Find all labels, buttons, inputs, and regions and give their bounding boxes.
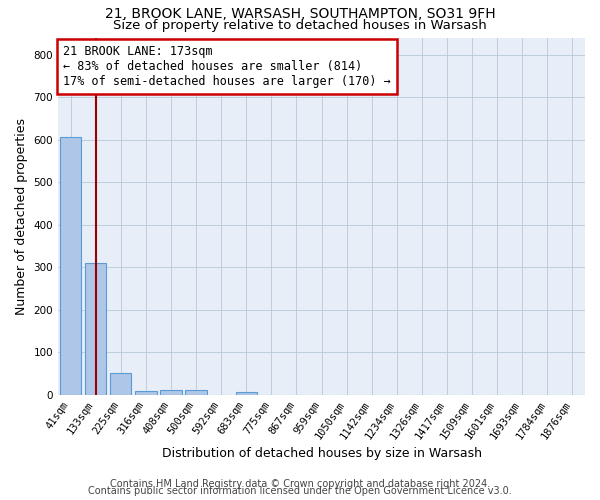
- Text: 21, BROOK LANE, WARSASH, SOUTHAMPTON, SO31 9FH: 21, BROOK LANE, WARSASH, SOUTHAMPTON, SO…: [104, 8, 496, 22]
- Text: 21 BROOK LANE: 173sqm
← 83% of detached houses are smaller (814)
17% of semi-det: 21 BROOK LANE: 173sqm ← 83% of detached …: [64, 44, 391, 88]
- Text: Contains HM Land Registry data © Crown copyright and database right 2024.: Contains HM Land Registry data © Crown c…: [110, 479, 490, 489]
- Bar: [85, 263, 106, 395]
- Bar: [185, 390, 207, 395]
- Y-axis label: Number of detached properties: Number of detached properties: [15, 118, 28, 315]
- Bar: [60, 136, 81, 395]
- Bar: [236, 392, 257, 395]
- X-axis label: Distribution of detached houses by size in Warsash: Distribution of detached houses by size …: [161, 447, 482, 460]
- Text: Contains public sector information licensed under the Open Government Licence v3: Contains public sector information licen…: [88, 486, 512, 496]
- Bar: [135, 391, 157, 395]
- Bar: [110, 373, 131, 395]
- Bar: [160, 390, 182, 395]
- Text: Size of property relative to detached houses in Warsash: Size of property relative to detached ho…: [113, 18, 487, 32]
